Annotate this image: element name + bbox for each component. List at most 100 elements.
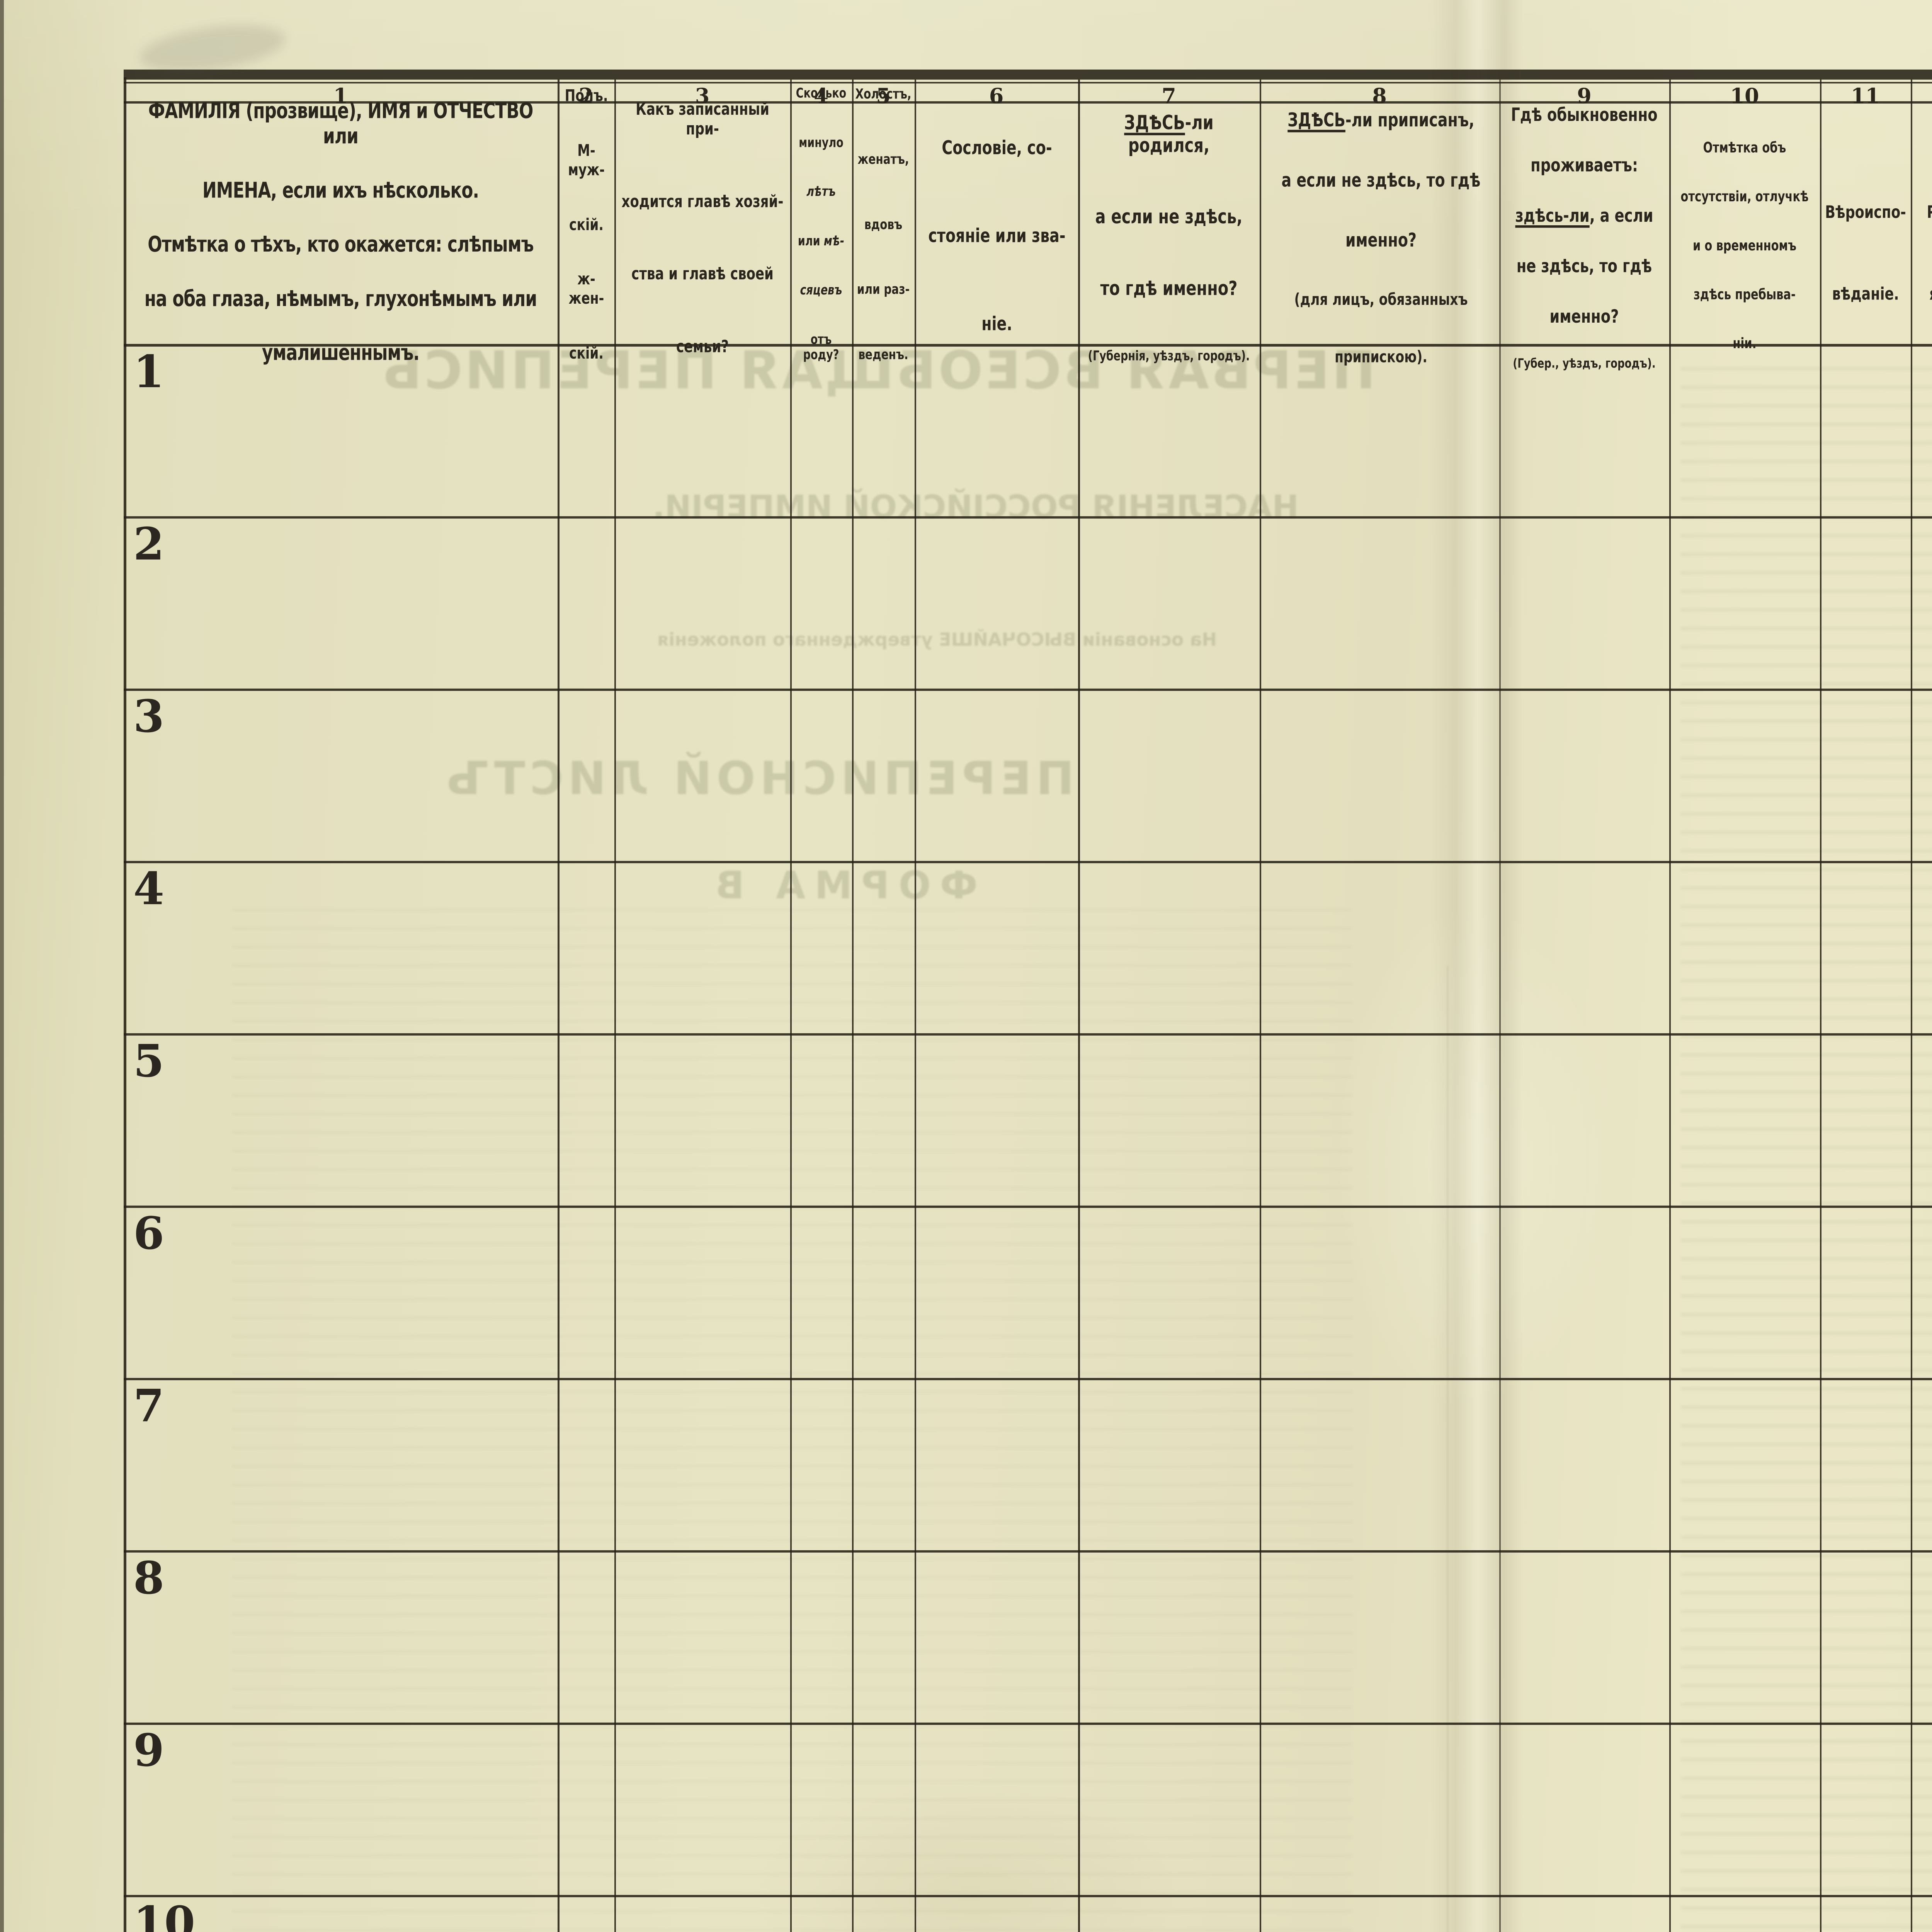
header-marital-status: Холостъ, женатъ, вдовъ или раз- веденъ.: [855, 86, 912, 363]
header-line: ИМЕНА, если ихъ нѣсколько.: [202, 177, 479, 203]
header-line-part: мѣ-: [823, 233, 845, 249]
header-line: Гдѣ обыкновенно: [1511, 104, 1658, 126]
header-note: (Губернія, уѣздъ, городъ).: [1088, 348, 1250, 364]
header-line: минуло: [799, 135, 844, 150]
grid-rule-h: [124, 101, 1932, 104]
header-line: или раз-: [857, 281, 910, 298]
grid-rule-v-fold: [1499, 80, 1501, 1932]
header-line-part: -ли родился,: [1128, 111, 1214, 157]
header-line: Сословіе, со-: [942, 137, 1052, 159]
column-number: 12: [1911, 83, 1932, 102]
column-number: 8: [1372, 83, 1387, 108]
header-line: скій.: [569, 214, 604, 234]
header-estate: Сословіе, со- стояніе или зва- ніе.: [922, 137, 1072, 335]
header-line: веденъ.: [858, 346, 908, 363]
header-line: не здѣсь, то гдѣ: [1516, 255, 1652, 277]
grid-rule-v: [852, 80, 854, 1932]
header-line: ходится главѣ хозяй-: [621, 192, 784, 212]
header-note: (Губер., уѣздъ, городъ).: [1513, 356, 1656, 371]
bleedthrough-sheet-title: ПЕРЕПИСНОЙ ЛИСТЪ: [442, 752, 1074, 805]
header-absence-note: Отмѣтка объ отсутствіи, отлучкѣ и о врем…: [1673, 139, 1816, 352]
header-line-part: здѣсь-ли: [1515, 205, 1590, 226]
header-line: семьи?: [676, 337, 729, 357]
bleedthrough-texture: [232, 908, 1352, 1932]
header-native-language: Родной языкъ.: [1913, 172, 1932, 335]
row-rule: [124, 1550, 1932, 1553]
row-number: 4: [133, 863, 165, 915]
row-number: 5: [133, 1035, 165, 1087]
table-top-border-inner: [124, 82, 1932, 83]
header-sex: Полъ. М-муж- скій. ж-жен- скій.: [560, 86, 612, 363]
grid-rule-v: [790, 80, 792, 1932]
header-line: Полъ.: [565, 85, 608, 105]
header-line: ЗДѢСЬ-ли приписанъ,: [1287, 109, 1474, 131]
column-number: 6: [989, 83, 1004, 108]
header-line: Холостъ,: [855, 85, 912, 102]
header-line: ніе.: [981, 313, 1012, 335]
row-number: 2: [133, 518, 165, 570]
row-rule: [124, 1895, 1932, 1897]
column-number: 9: [1577, 83, 1592, 108]
header-line: именно?: [1345, 229, 1417, 251]
header-line: женатъ,: [857, 151, 909, 167]
row-number: 9: [133, 1725, 165, 1777]
header-line: именно?: [1549, 306, 1619, 327]
header-line: Сколько: [796, 85, 847, 101]
grid-rule-v: [1260, 80, 1261, 1932]
header-line: ства и главѣ своей: [631, 264, 774, 284]
header-line: скій.: [569, 343, 604, 363]
header-line: Вѣроиспо-: [1825, 202, 1906, 222]
header-religion: Вѣроиспо- вѣданіе.: [1823, 172, 1908, 335]
row-number: 8: [133, 1552, 165, 1604]
row-number: 1: [133, 346, 165, 398]
grid-rule-v: [1911, 80, 1912, 1932]
header-line: сяцевъ: [800, 282, 842, 298]
header-line: ніи.: [1733, 335, 1757, 352]
grid-rule-v: [1669, 80, 1671, 1932]
header-birthplace: ЗДѢСЬ-ли родился, а если не здѣсь, то гд…: [1085, 112, 1253, 364]
header-age: Сколько минуло лѣтъ или мѣ- сяцевъ отъ р…: [793, 86, 849, 363]
header-line: отсутствіи, отлучкѣ: [1680, 188, 1809, 205]
header-line: Отмѣтка о тѣхъ, кто окажется: слѣпымъ: [148, 232, 534, 257]
header-line: Какъ записанный при-: [636, 99, 769, 139]
header-line: М-муж-: [568, 140, 605, 179]
grid-rule-v: [614, 80, 616, 1932]
header-relation-to-head: Какъ записанный при- ходится главѣ хозяй…: [621, 99, 784, 357]
header-line: лѣтъ: [806, 184, 836, 200]
header-line: Родной: [1927, 202, 1932, 222]
column-number: 11: [1850, 83, 1880, 108]
header-line: а если не здѣсь,: [1095, 206, 1243, 229]
header-line: на оба глаза, нѣмымъ, глухонѣмымъ или: [144, 286, 537, 311]
bleedthrough-texture: [1681, 367, 1932, 1932]
bleedthrough-basis-line: На основаніи ВЫСОЧАЙШЕ утвержденнаго пол…: [657, 629, 1217, 650]
header-line: ФАМИЛІЯ (прозвище), ИМЯ и ОТЧЕСТВО или: [148, 98, 534, 149]
row-number: 10: [133, 1897, 196, 1932]
header-line-part: или: [798, 233, 824, 249]
header-line: вдовъ: [864, 216, 903, 233]
table-top-border: [124, 70, 1932, 80]
center-fold-crease: [1430, 0, 1522, 1932]
header-line-part: -ли приписанъ,: [1345, 109, 1475, 131]
header-line-part: , а если: [1589, 205, 1653, 226]
grid-rule-v: [1820, 80, 1821, 1932]
row-number: 7: [133, 1380, 165, 1432]
header-line: отъ роду?: [803, 332, 839, 363]
header-bottom-rule: [124, 344, 1932, 347]
grid-rule-v: [915, 80, 916, 1932]
row-number: 6: [133, 1208, 165, 1260]
fold-line: [1447, 966, 1448, 1932]
header-note: (для лицъ, обязанныхъ: [1294, 289, 1468, 309]
table-left-border: [124, 77, 126, 1932]
row-rule: [124, 861, 1932, 863]
header-line: Отмѣтка объ: [1703, 139, 1786, 156]
header-line: языкъ.: [1929, 284, 1932, 304]
row-rule: [124, 689, 1932, 691]
header-line: то гдѣ именно?: [1100, 277, 1238, 300]
header-line-part: ЗДѢСЬ: [1124, 111, 1185, 134]
header-line: ЗДѢСЬ-ли родился,: [1085, 112, 1253, 157]
row-number: 3: [133, 690, 165, 743]
header-line: ж-жен-: [568, 269, 604, 308]
scan-edge-left: [0, 0, 4, 1932]
bleedthrough-subtitle: НАСЕЛЕНІЯ РОССІЙСКОЙ ИМПЕРІИ.: [653, 489, 1299, 526]
